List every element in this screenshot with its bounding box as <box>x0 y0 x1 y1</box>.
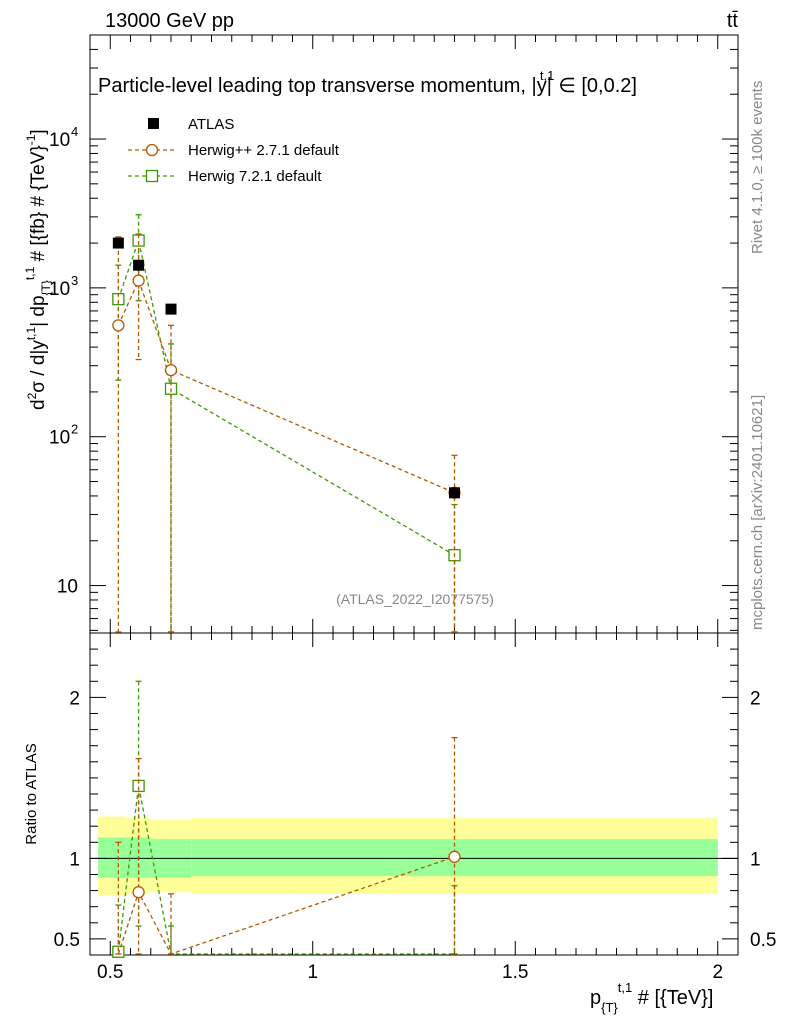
ylabel-part-sup2: t,1 <box>23 266 37 280</box>
main-ytick-exponent: 3 <box>71 273 78 288</box>
main-ytick-label: 10 <box>49 279 70 300</box>
ratio-herwigpp-point <box>448 850 461 863</box>
main-ytick-exponent: 4 <box>71 124 78 139</box>
atlas-point <box>165 303 177 315</box>
ratio-ytick-label-right: 0.5 <box>750 930 776 951</box>
analysis-watermark: (ATLAS_2022_I2077575) <box>336 591 494 607</box>
ratio-plot-frame <box>89 632 739 956</box>
plot-title-sup: t,1 <box>540 68 554 83</box>
ratio-uncertainty-bands <box>90 816 738 896</box>
main-ytick-label: 10 <box>49 428 70 449</box>
ratio-herwigpp-line <box>117 856 455 955</box>
atlas-point <box>112 237 124 249</box>
legend-marker-atlas <box>148 118 159 129</box>
xlabel-sub: {T <box>601 1000 613 1015</box>
ylabel-part-units: # [{fb} # {TeV} <box>28 145 49 267</box>
ratio-ylabel: Ratio to ATLAS <box>23 743 40 844</box>
ylabel-part-sup1: t,1 <box>24 326 38 340</box>
main-ylabel: d2σ / d|yt,1| dp{T}t,1 # [{fb} # {TeV}-1… <box>23 129 53 410</box>
ratio-ytick-label-right: 2 <box>750 688 761 709</box>
xlabel: p{T}t,1 # [{TeV}] <box>590 980 713 1015</box>
ylabel-part-sigma: σ / d|y <box>28 340 49 393</box>
ylabel-part-sub-close: } <box>39 280 53 284</box>
plot-title: Particle-level leading top transverse mo… <box>98 68 637 97</box>
rivet-version-label: Rivet 4.1.0, ≥ 100k events <box>749 81 766 254</box>
ylabel-part-sub: {T <box>39 283 53 295</box>
atlas-point <box>133 259 145 271</box>
ylabel-part-d: d <box>28 399 49 410</box>
main-data-series <box>112 214 461 633</box>
main-ytick-label: 10 <box>57 577 78 598</box>
xlabel-p: p <box>590 987 601 1009</box>
legend-marker-herwig7 <box>145 169 159 183</box>
ratio-data-series <box>112 680 461 958</box>
legend-label-herwigpp: Herwig++ 2.7.1 default <box>188 142 340 159</box>
process-label: tt̄ <box>727 10 739 32</box>
xtick-label: 2 <box>712 962 723 983</box>
xtick-label: 1.5 <box>502 962 528 983</box>
ratio-ytick-label-right: 1 <box>750 849 761 870</box>
legend-label-atlas: ATLAS <box>188 116 234 133</box>
ylabel-part-exp: -1 <box>24 134 38 145</box>
herwigpp-point <box>164 364 178 377</box>
herwigpp-point <box>132 274 145 287</box>
legend: ATLAS Herwig++ 2.7.1 default Herwig 7.2.… <box>128 116 340 185</box>
ratio-ytick-label-left: 0.5 <box>54 930 80 951</box>
legend-label-herwig7: Herwig 7.2.1 default <box>188 168 322 185</box>
mcplots-label: mcplots.cern.ch [arXiv:2401.10621] <box>749 395 766 630</box>
plot-title-text: Particle-level leading top transverse mo… <box>98 75 532 97</box>
ratio-ytick-label-left: 2 <box>69 688 80 709</box>
main-ytick-exponent: 2 <box>71 422 78 437</box>
ratio-ytick-label-left: 1 <box>69 849 80 870</box>
main-ytick-label: 10 <box>49 130 70 151</box>
xtick-label: 1 <box>307 962 318 983</box>
xlabel-sub-close: } <box>613 1000 618 1015</box>
ratio-herwig7-line <box>117 785 455 955</box>
ylabel-part-2: 2 <box>25 392 39 399</box>
xlabel-units: # [{TeV}] <box>632 987 713 1009</box>
plot-title-y: |y| <box>532 75 552 97</box>
herwigpp-line <box>117 278 455 494</box>
xlabel-sup: t,1 <box>618 980 632 995</box>
legend-marker-herwigpp <box>145 143 159 157</box>
atlas-point <box>449 487 460 499</box>
ratio-herwigpp-point <box>132 886 145 899</box>
energy-label: 13000 GeV pp <box>105 10 234 32</box>
ratio-axis-ticks: 0.5 0.5 1 1 2 2 0.5 1 1.5 2 <box>54 632 776 983</box>
ylabel-part-close: ] <box>28 129 49 134</box>
plot-title-range: ∈ [0,0.2] <box>558 75 637 97</box>
herwigpp-point <box>112 319 125 332</box>
herwig7-line <box>117 238 455 556</box>
band-inner-0 <box>98 837 127 878</box>
xtick-label: 0.5 <box>97 962 123 983</box>
ratio-herwig7-point <box>112 945 125 958</box>
ylabel-part-dp: | dp <box>28 295 49 326</box>
